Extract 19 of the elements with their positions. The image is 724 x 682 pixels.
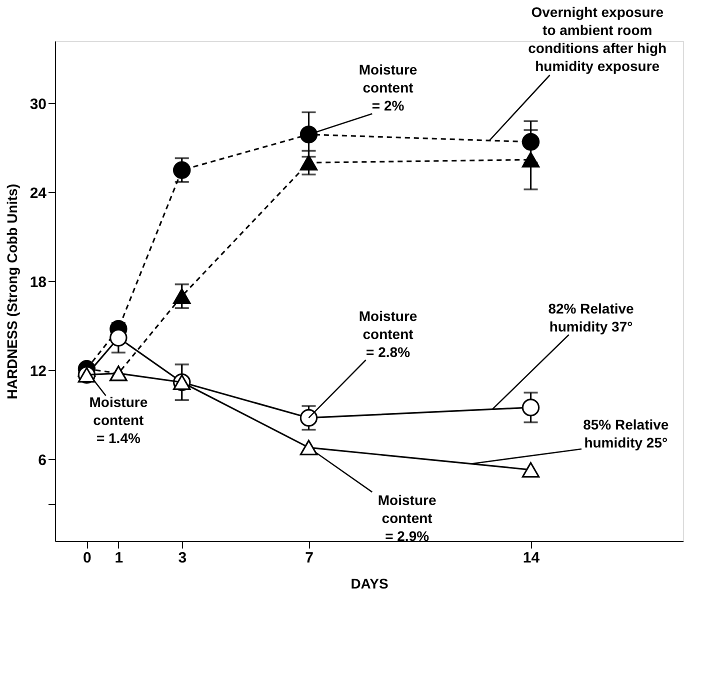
x-tick-label: 1 bbox=[114, 550, 124, 566]
x-tick-label: 0 bbox=[83, 550, 92, 566]
x-tick-label: 7 bbox=[305, 550, 314, 566]
x-tick-label: 3 bbox=[178, 550, 187, 566]
y-tick-label: 6 bbox=[38, 452, 46, 469]
x-tick-label: 14 bbox=[522, 550, 540, 566]
y-tick-label: 24 bbox=[30, 184, 48, 202]
y-tick-label: 18 bbox=[30, 274, 46, 291]
annotation: Moisture content = 1.4% bbox=[89, 394, 148, 446]
x-axis-title: DAYS bbox=[350, 576, 388, 592]
annotation: Overnight exposure to ambient room conditions after high humidity exposure bbox=[528, 4, 667, 74]
y-tick-label: 30 bbox=[30, 96, 46, 113]
annotation: Moisture content = 2.9% bbox=[378, 492, 436, 544]
y-tick-label: 12 bbox=[30, 362, 46, 380]
y-axis-title: HARDNESS (Strong Cobb Units) bbox=[4, 184, 20, 400]
annotation: Moisture content = 2% bbox=[358, 62, 418, 114]
annotation: 82% Relative humidity 37° bbox=[548, 300, 634, 335]
annotation: 85% Relative humidity 25° bbox=[583, 416, 669, 450]
annotation: Moisture content = 2.8% bbox=[358, 308, 418, 360]
